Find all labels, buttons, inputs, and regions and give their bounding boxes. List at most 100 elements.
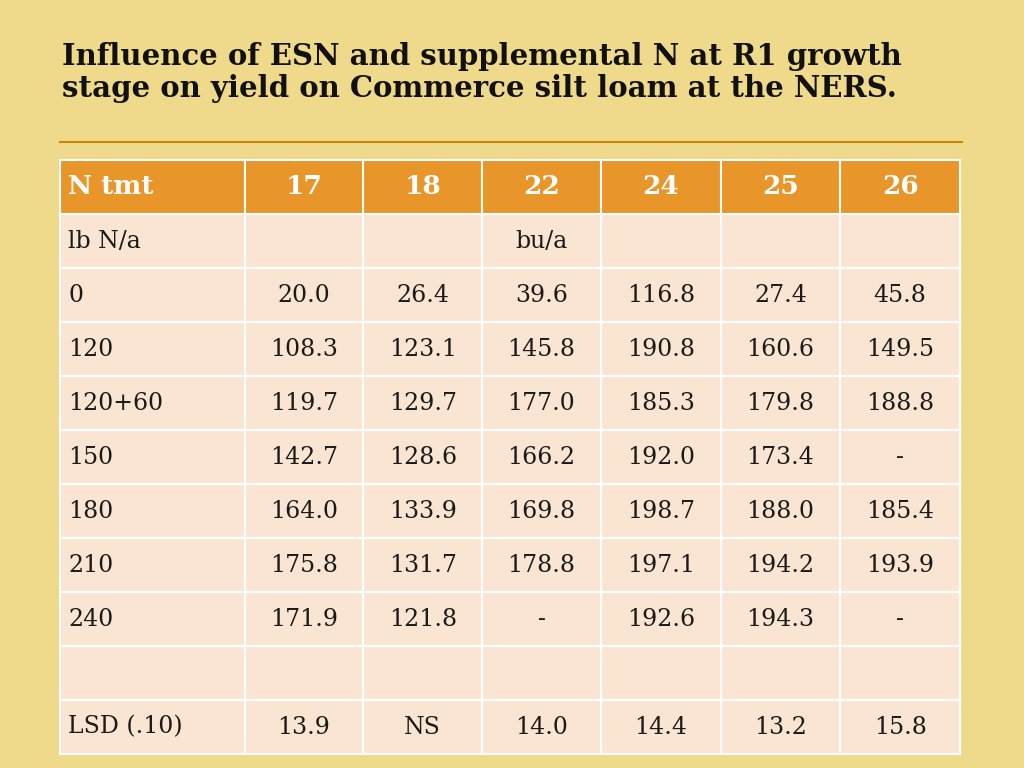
Bar <box>841 430 961 484</box>
Bar <box>482 214 601 268</box>
Text: 129.7: 129.7 <box>389 392 457 415</box>
Bar <box>364 646 482 700</box>
Bar <box>60 376 245 430</box>
Bar <box>245 322 364 376</box>
Bar <box>601 214 721 268</box>
Bar <box>245 214 364 268</box>
Bar <box>482 700 601 754</box>
Text: 180: 180 <box>68 499 114 522</box>
Text: 13.2: 13.2 <box>754 716 807 739</box>
Text: -: - <box>538 607 546 631</box>
Text: 169.8: 169.8 <box>508 499 575 522</box>
Bar <box>841 592 961 646</box>
Text: 15.8: 15.8 <box>873 716 927 739</box>
Text: 160.6: 160.6 <box>746 337 814 360</box>
Bar <box>601 592 721 646</box>
Text: 27.4: 27.4 <box>754 283 807 306</box>
Text: 171.9: 171.9 <box>270 607 338 631</box>
Bar <box>721 646 841 700</box>
Text: 26: 26 <box>882 174 919 200</box>
Bar <box>721 592 841 646</box>
Text: 120: 120 <box>68 337 114 360</box>
Text: 194.3: 194.3 <box>746 607 814 631</box>
Bar <box>364 484 482 538</box>
Text: 45.8: 45.8 <box>873 283 927 306</box>
Bar <box>601 538 721 592</box>
Bar <box>245 592 364 646</box>
Text: 142.7: 142.7 <box>270 445 338 468</box>
Bar <box>245 646 364 700</box>
Text: 108.3: 108.3 <box>270 337 338 360</box>
Text: -: - <box>896 445 904 468</box>
Bar <box>721 268 841 322</box>
Bar <box>482 592 601 646</box>
Bar <box>245 268 364 322</box>
Text: LSD (.10): LSD (.10) <box>68 716 182 739</box>
Text: 13.9: 13.9 <box>278 716 331 739</box>
Text: 119.7: 119.7 <box>270 392 338 415</box>
Bar <box>841 214 961 268</box>
Bar <box>721 214 841 268</box>
Bar <box>601 322 721 376</box>
Text: 188.8: 188.8 <box>866 392 934 415</box>
Bar <box>841 538 961 592</box>
Text: 116.8: 116.8 <box>627 283 695 306</box>
Bar <box>721 484 841 538</box>
Bar <box>841 646 961 700</box>
Text: 177.0: 177.0 <box>508 392 575 415</box>
Bar <box>721 160 841 214</box>
Bar <box>60 592 245 646</box>
Text: N tmt: N tmt <box>68 174 154 200</box>
Bar <box>364 160 482 214</box>
Bar <box>601 484 721 538</box>
Text: stage on yield on Commerce silt loam at the NERS.: stage on yield on Commerce silt loam at … <box>62 74 897 103</box>
Bar <box>245 160 364 214</box>
Text: 193.9: 193.9 <box>866 554 934 577</box>
Bar <box>364 268 482 322</box>
Bar <box>60 538 245 592</box>
Text: 166.2: 166.2 <box>508 445 575 468</box>
Text: 178.8: 178.8 <box>508 554 575 577</box>
Bar <box>721 538 841 592</box>
Bar <box>60 430 245 484</box>
Bar <box>721 430 841 484</box>
Text: 128.6: 128.6 <box>389 445 457 468</box>
Bar <box>721 700 841 754</box>
Bar <box>482 268 601 322</box>
Bar <box>60 484 245 538</box>
Bar <box>601 700 721 754</box>
Text: 188.0: 188.0 <box>746 499 814 522</box>
Text: 173.4: 173.4 <box>746 445 814 468</box>
Text: -: - <box>896 607 904 631</box>
Text: 123.1: 123.1 <box>389 337 457 360</box>
Text: lb N/a: lb N/a <box>68 230 140 253</box>
Text: 190.8: 190.8 <box>627 337 694 360</box>
Text: 192.0: 192.0 <box>627 445 694 468</box>
Bar <box>60 268 245 322</box>
Bar <box>60 160 245 214</box>
Text: 149.5: 149.5 <box>866 337 934 360</box>
Bar <box>245 376 364 430</box>
Bar <box>721 322 841 376</box>
Text: 210: 210 <box>68 554 114 577</box>
Text: 179.8: 179.8 <box>746 392 814 415</box>
Text: 131.7: 131.7 <box>389 554 457 577</box>
Bar <box>601 646 721 700</box>
Text: 20.0: 20.0 <box>278 283 331 306</box>
Bar <box>601 160 721 214</box>
Text: 0: 0 <box>68 283 83 306</box>
Bar <box>482 376 601 430</box>
Bar <box>601 268 721 322</box>
Text: bu/a: bu/a <box>515 230 567 253</box>
Bar <box>841 268 961 322</box>
Bar <box>482 322 601 376</box>
Bar <box>841 484 961 538</box>
Text: 198.7: 198.7 <box>627 499 694 522</box>
Text: 22: 22 <box>523 174 560 200</box>
Text: 175.8: 175.8 <box>270 554 338 577</box>
Text: 185.3: 185.3 <box>627 392 694 415</box>
Bar <box>60 322 245 376</box>
Text: 194.2: 194.2 <box>746 554 814 577</box>
Text: 145.8: 145.8 <box>508 337 575 360</box>
Bar <box>482 646 601 700</box>
